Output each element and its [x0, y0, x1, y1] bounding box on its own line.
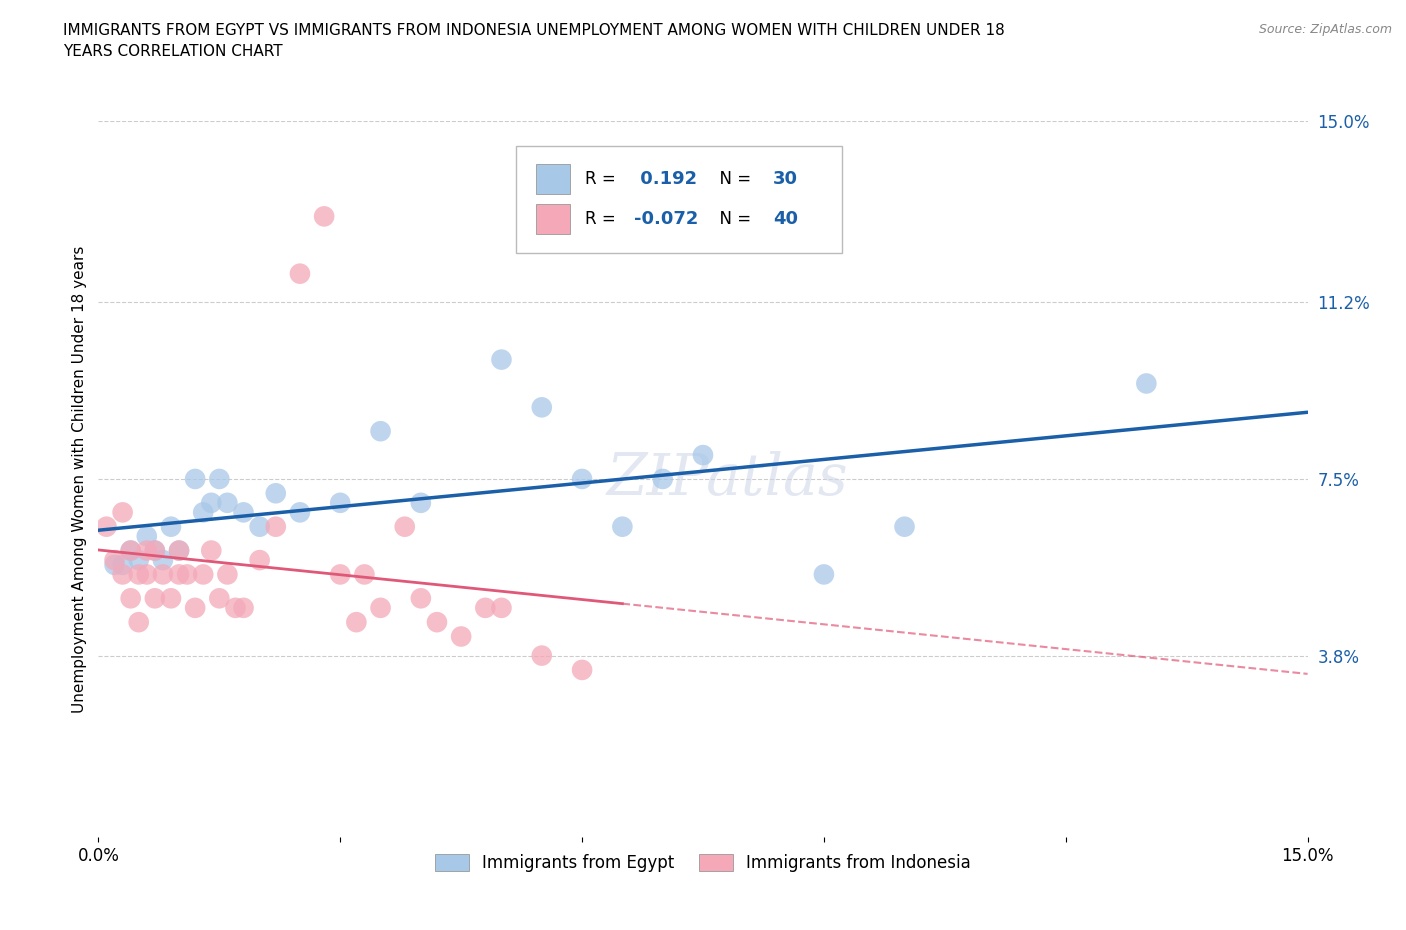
Point — [370, 601, 392, 616]
Text: 0.192: 0.192 — [634, 170, 697, 188]
Point — [813, 567, 835, 582]
Point — [111, 505, 134, 520]
Point — [103, 557, 125, 572]
Text: IMMIGRANTS FROM EGYPT VS IMMIGRANTS FROM INDONESIA UNEMPLOYMENT AMONG WOMEN WITH: IMMIGRANTS FROM EGYPT VS IMMIGRANTS FROM… — [63, 23, 1005, 60]
Point — [167, 543, 190, 558]
Point — [232, 601, 254, 616]
Point — [491, 352, 513, 367]
Point — [571, 472, 593, 486]
Point — [167, 543, 190, 558]
Point — [103, 552, 125, 567]
Text: N =: N = — [709, 170, 756, 188]
FancyBboxPatch shape — [536, 164, 569, 194]
Point — [651, 472, 673, 486]
Text: 40: 40 — [773, 210, 799, 228]
Text: Source: ZipAtlas.com: Source: ZipAtlas.com — [1258, 23, 1392, 36]
Point — [264, 485, 287, 500]
Point — [409, 591, 432, 605]
Point — [135, 529, 157, 544]
Point — [135, 543, 157, 558]
Point — [128, 567, 150, 582]
Point — [160, 519, 183, 534]
Point — [288, 505, 311, 520]
Point — [167, 567, 190, 582]
Point — [200, 543, 222, 558]
Point — [409, 496, 432, 511]
Point — [329, 496, 352, 511]
Point — [612, 519, 634, 534]
Point — [474, 601, 496, 616]
Point — [143, 543, 166, 558]
Point — [120, 591, 142, 605]
Text: ZIPatlas: ZIPatlas — [606, 451, 848, 507]
Legend: Immigrants from Egypt, Immigrants from Indonesia: Immigrants from Egypt, Immigrants from I… — [429, 847, 977, 879]
Point — [394, 519, 416, 534]
Point — [530, 400, 553, 415]
Point — [120, 543, 142, 558]
Point — [152, 552, 174, 567]
Text: -0.072: -0.072 — [634, 210, 699, 228]
Point — [491, 601, 513, 616]
Point — [329, 567, 352, 582]
Point — [288, 266, 311, 281]
Point — [353, 567, 375, 582]
Point — [176, 567, 198, 582]
FancyBboxPatch shape — [516, 146, 842, 253]
Point — [893, 519, 915, 534]
Text: R =: R = — [585, 210, 620, 228]
Point — [193, 505, 215, 520]
Point — [692, 447, 714, 462]
Point — [426, 615, 449, 630]
Point — [344, 615, 367, 630]
Text: R =: R = — [585, 170, 620, 188]
Point — [200, 496, 222, 511]
Point — [314, 209, 336, 224]
Point — [111, 557, 134, 572]
Point — [111, 567, 134, 582]
Point — [120, 543, 142, 558]
Point — [184, 472, 207, 486]
Point — [217, 496, 239, 511]
Point — [208, 472, 231, 486]
Point — [208, 591, 231, 605]
Point — [184, 601, 207, 616]
Text: 30: 30 — [773, 170, 799, 188]
Point — [450, 629, 472, 644]
Text: N =: N = — [709, 210, 756, 228]
Point — [224, 601, 246, 616]
Y-axis label: Unemployment Among Women with Children Under 18 years: Unemployment Among Women with Children U… — [72, 246, 87, 712]
Point — [193, 567, 215, 582]
Point — [217, 567, 239, 582]
Point — [249, 519, 271, 534]
Point — [249, 552, 271, 567]
Point — [135, 567, 157, 582]
FancyBboxPatch shape — [536, 204, 569, 234]
Point — [128, 552, 150, 567]
Point — [96, 519, 118, 534]
Point — [530, 648, 553, 663]
Point — [143, 543, 166, 558]
Point — [152, 567, 174, 582]
Point — [160, 591, 183, 605]
Point — [143, 591, 166, 605]
Point — [1135, 376, 1157, 391]
Point — [232, 505, 254, 520]
Point — [264, 519, 287, 534]
Point — [128, 615, 150, 630]
Point — [370, 424, 392, 439]
Point — [571, 662, 593, 677]
